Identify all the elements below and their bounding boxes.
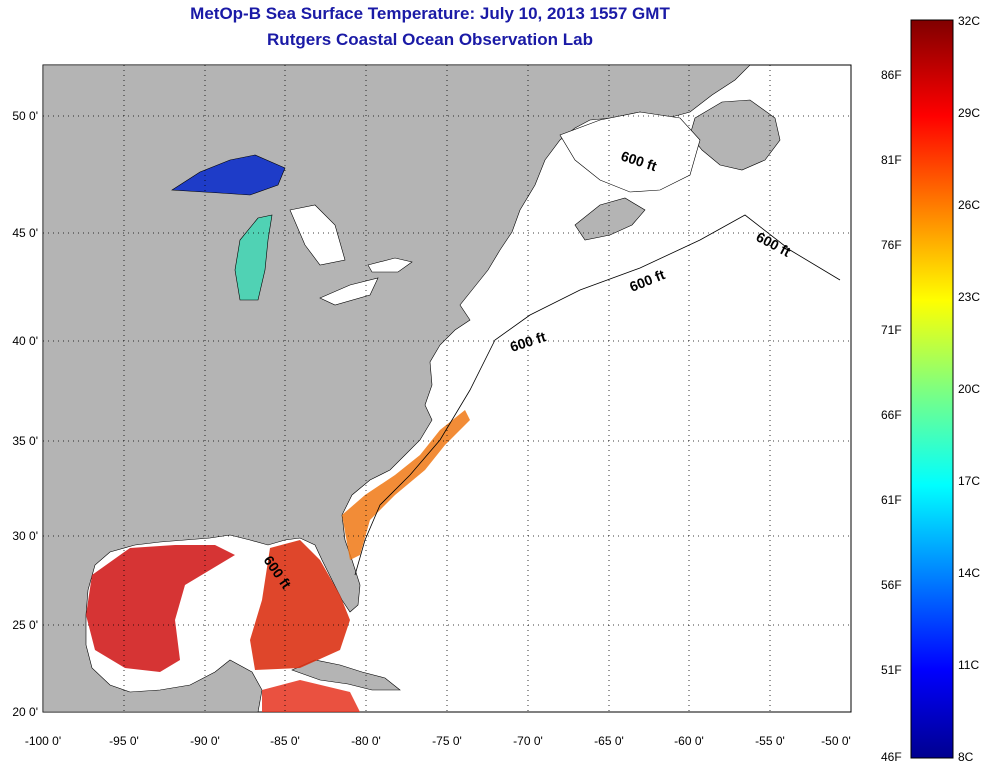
lat-tick: 20 0' <box>12 705 38 719</box>
sst-gulf-east <box>250 540 350 670</box>
lat-tick: 25 0' <box>12 618 38 632</box>
lon-tick: -50 0' <box>821 734 851 748</box>
lon-axis: -100 0' -95 0' -90 0' -85 0' -80 0' -75 … <box>25 734 851 748</box>
colorbar <box>910 19 954 759</box>
lake-michigan <box>234 214 273 301</box>
lon-tick: -65 0' <box>594 734 624 748</box>
colorbar-f-label: 51F <box>881 663 902 677</box>
lake-ontario <box>367 257 413 273</box>
isobath-600ft <box>354 214 841 576</box>
colorbar-c-label: 23C <box>958 290 981 304</box>
colorbar-f-label: 76F <box>881 238 902 252</box>
colorbar-c-label: 26C <box>958 198 981 212</box>
gulf-st-lawrence <box>559 111 701 193</box>
lon-tick: -95 0' <box>109 734 139 748</box>
land-nova-scotia <box>574 197 646 241</box>
lat-tick: 40 0' <box>12 334 38 348</box>
lake-erie <box>319 277 379 306</box>
lat-tick: 50 0' <box>12 109 38 123</box>
lat-tick: 35 0' <box>12 434 38 448</box>
colorbar-c-label: 32C <box>958 14 981 28</box>
colorbar-f-label: 66F <box>881 408 902 422</box>
sst-caribbean <box>262 680 360 712</box>
lon-tick: -70 0' <box>513 734 543 748</box>
colorbar-c-label: 11C <box>958 658 980 672</box>
colorbar-c-label: 29C <box>958 106 981 120</box>
map-subtitle: Rutgers Coastal Ocean Observation Lab <box>267 30 593 49</box>
lon-tick: -90 0' <box>190 734 220 748</box>
sst-gulf-stream <box>342 410 470 560</box>
lat-tick: 30 0' <box>12 529 38 543</box>
lake-huron <box>289 204 346 266</box>
colorbar-c-label: 17C <box>958 474 981 488</box>
land-cuba <box>291 659 401 691</box>
land-north-america <box>43 65 751 712</box>
lake-superior <box>171 154 286 196</box>
colorbar-f-label: 81F <box>881 153 902 167</box>
lon-tick: -100 0' <box>25 734 61 748</box>
lon-tick: -85 0' <box>270 734 300 748</box>
sst-gulf-west <box>86 545 235 672</box>
lon-tick: -80 0' <box>351 734 381 748</box>
map-title: MetOp-B Sea Surface Temperature: July 10… <box>190 4 670 23</box>
colorbar-f-label: 56F <box>881 578 902 592</box>
colorbar-f-label: 61F <box>881 493 902 507</box>
lon-tick: -55 0' <box>755 734 785 748</box>
colorbar-f-label: 86F <box>881 68 902 82</box>
lat-tick: 45 0' <box>12 226 38 240</box>
colorbar-c-label: 8C <box>958 750 974 764</box>
colorbar-c-label: 14C <box>958 566 981 580</box>
lat-axis: 50 0' 45 0' 40 0' 35 0' 30 0' 25 0' 20 0… <box>12 109 38 719</box>
colorbar-f-label: 46F <box>881 750 902 764</box>
lon-tick: -75 0' <box>432 734 462 748</box>
lon-tick: -60 0' <box>674 734 704 748</box>
colorbar-f-label: 71F <box>881 323 902 337</box>
colorbar-c-label: 20C <box>958 382 981 396</box>
